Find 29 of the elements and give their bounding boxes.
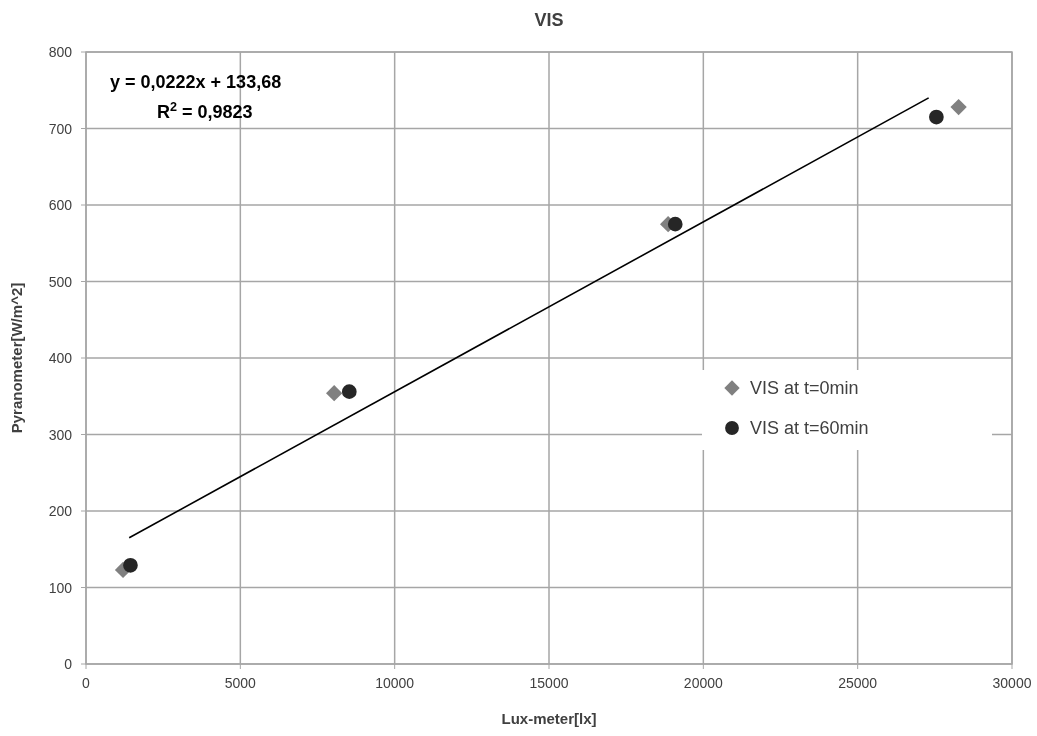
- annotation: y = 0,0222x + 133,68: [110, 72, 282, 92]
- x-tick-label: 5000: [224, 675, 257, 691]
- x-tick-label: 0: [82, 675, 91, 691]
- y-tick-label: 300: [48, 426, 73, 443]
- y-tick-label: 400: [48, 350, 73, 366]
- x-tick-label: 15000: [529, 675, 569, 691]
- point: [341, 384, 357, 399]
- y-tick-label: 600: [48, 197, 73, 213]
- point: [667, 216, 683, 232]
- y-tick-label: 500: [48, 273, 73, 290]
- x-tick-label: 20000: [683, 675, 724, 691]
- x-axis-title: Lux-meter[lx]: [501, 710, 597, 727]
- point: [326, 385, 343, 402]
- y-tick-label: 800: [48, 44, 73, 60]
- point: [929, 109, 944, 125]
- y-tick-label: 200: [48, 503, 73, 519]
- y-axis-title: Pyranometer[W/m^2]: [8, 282, 25, 434]
- y-tick-label: 0: [64, 656, 73, 672]
- legend-label: VIS at t=0min: [750, 378, 859, 398]
- y-tick-label: 100: [48, 579, 73, 596]
- point: [123, 557, 138, 573]
- x-tick-label: 30000: [992, 675, 1032, 691]
- point: [950, 98, 967, 116]
- legend-label: VIS at t=60min: [750, 418, 869, 438]
- x-tick-label: 25000: [838, 675, 878, 691]
- y-tick-label: 700: [48, 120, 73, 137]
- annotation: R$^{2}$ = 0,9823: [157, 100, 253, 122]
- x-tick-label: 10000: [375, 675, 415, 691]
- chart-title: VIS: [534, 10, 564, 30]
